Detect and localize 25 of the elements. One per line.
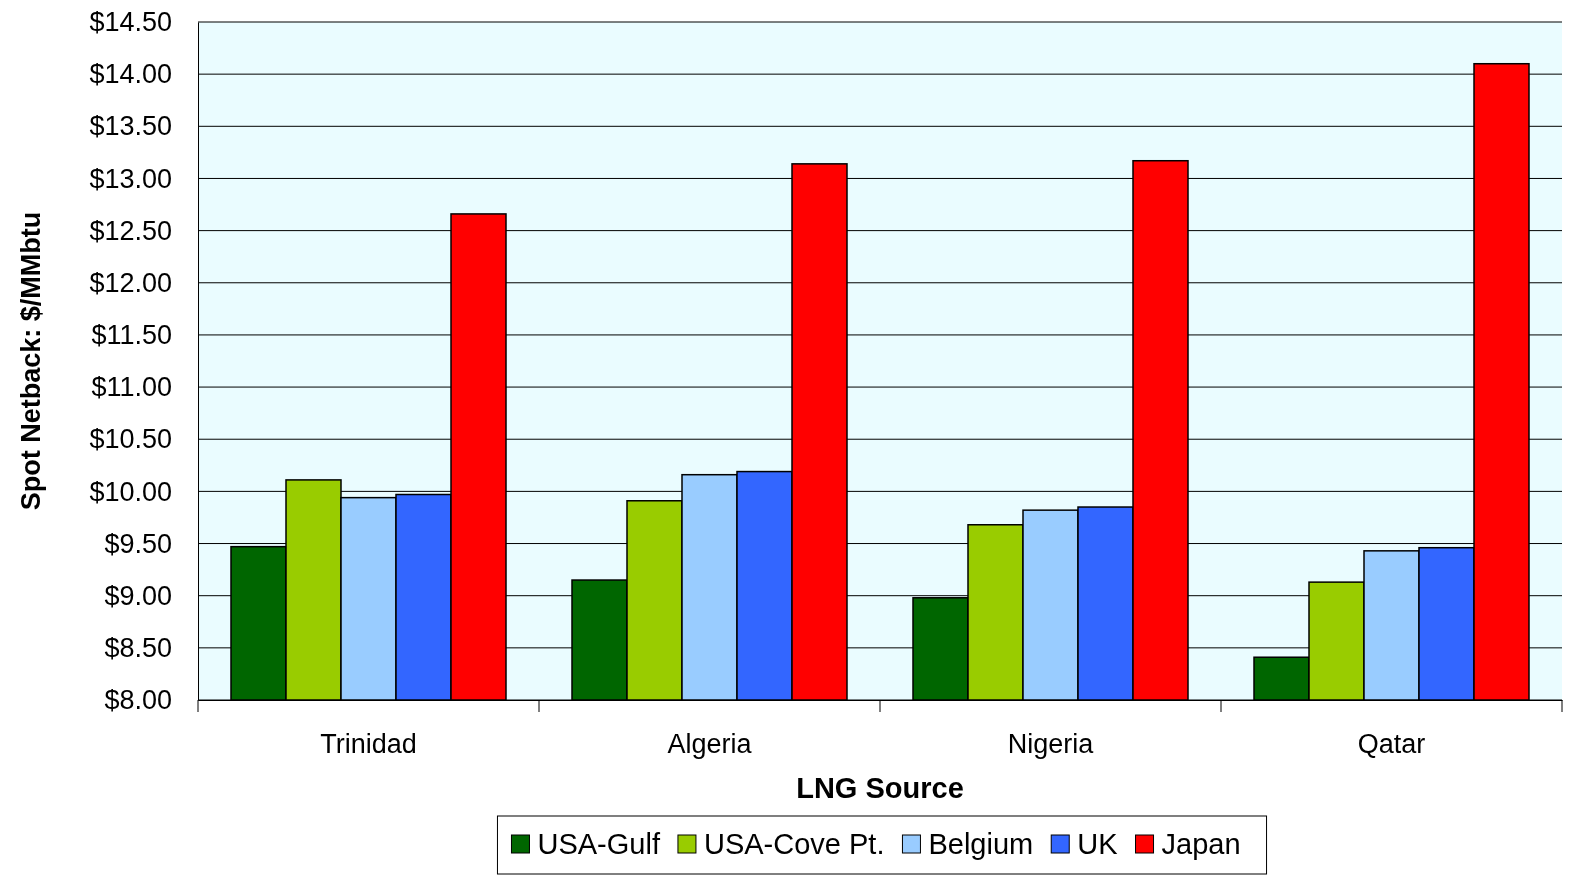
legend-label: USA-Gulf	[537, 828, 661, 860]
legend-label: Japan	[1161, 828, 1241, 860]
y-tick-label: $11.50	[91, 320, 172, 351]
y-tick-label: $13.00	[89, 163, 172, 194]
y-tick-label: $9.00	[104, 580, 172, 611]
y-tick-label: $14.00	[89, 59, 172, 90]
y-tick-label: $10.50	[89, 424, 172, 455]
y-axis-title: Spot Netback: $/MMbtu	[16, 211, 46, 511]
y-tick-label: $9.50	[104, 528, 172, 559]
y-tick-label: $10.00	[89, 476, 172, 507]
legend-label: USA-Cove Pt.	[703, 828, 885, 860]
x-tick-label: Algeria	[667, 729, 753, 760]
y-tick-label: $13.50	[89, 111, 172, 142]
legend-label: UK	[1077, 828, 1119, 860]
y-tick-label: $8.00	[104, 685, 172, 716]
x-tick-label: Qatar	[1357, 729, 1426, 760]
y-tick-label: $12.50	[89, 215, 172, 246]
legend-label: Belgium	[928, 828, 1034, 860]
y-tick-label: $12.00	[89, 267, 172, 298]
x-tick-label: Nigeria	[1007, 729, 1095, 760]
y-tick-label: $8.50	[104, 632, 172, 663]
x-axis-title: LNG Source	[796, 772, 964, 804]
y-tick-label: $14.50	[89, 7, 172, 38]
x-tick-label: Trinidad	[320, 729, 417, 760]
y-tick-label: $11.00	[91, 372, 172, 403]
